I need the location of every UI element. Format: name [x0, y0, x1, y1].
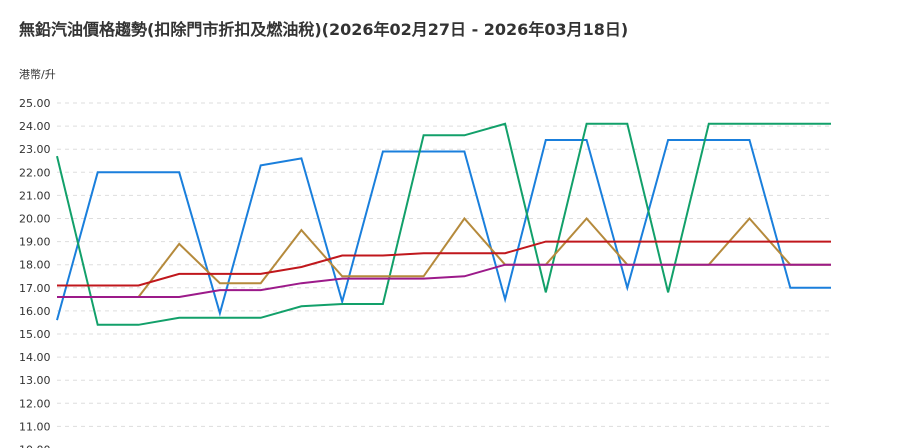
y-tick-label: 20.00: [19, 213, 51, 226]
y-axis-unit-label: 港幣/升: [19, 68, 56, 81]
series-line-2: [56, 122, 831, 326]
y-tick-label: 22.00: [19, 166, 51, 179]
y-tick-label: 12.00: [19, 397, 51, 410]
y-tick-label: 25.00: [19, 97, 51, 110]
y-tick-label: 24.00: [19, 120, 51, 133]
y-tick-label: 15.00: [19, 328, 51, 341]
series-line-1: [56, 139, 831, 321]
y-tick-label: 17.00: [19, 282, 51, 295]
y-tick-label: 19.00: [19, 236, 51, 249]
y-axis-ticks: 10.00 11.00 12.00 13.00 14.00 15.00 16.00 17.00…: [19, 97, 51, 448]
series-line-4: [57, 240, 831, 287]
y-tick-label: 21.00: [19, 189, 51, 202]
y-tick-label: 14.00: [19, 351, 51, 364]
series-lines: [56, 122, 831, 326]
series-line-3: [57, 216, 831, 298]
y-tick-label: 10.00: [19, 444, 51, 448]
y-tick-label: 11.00: [19, 420, 51, 433]
chart-title: 無鉛汽油價格趨勢(扣除門市折扣及燃油稅)(2026年02月27日 - 2026年…: [19, 20, 629, 39]
y-tick-label: 18.00: [19, 259, 51, 272]
series-line-5: [57, 263, 831, 298]
y-tick-label: 16.00: [19, 305, 51, 318]
y-tick-label: 23.00: [19, 143, 51, 156]
y-tick-label: 13.00: [19, 374, 51, 387]
